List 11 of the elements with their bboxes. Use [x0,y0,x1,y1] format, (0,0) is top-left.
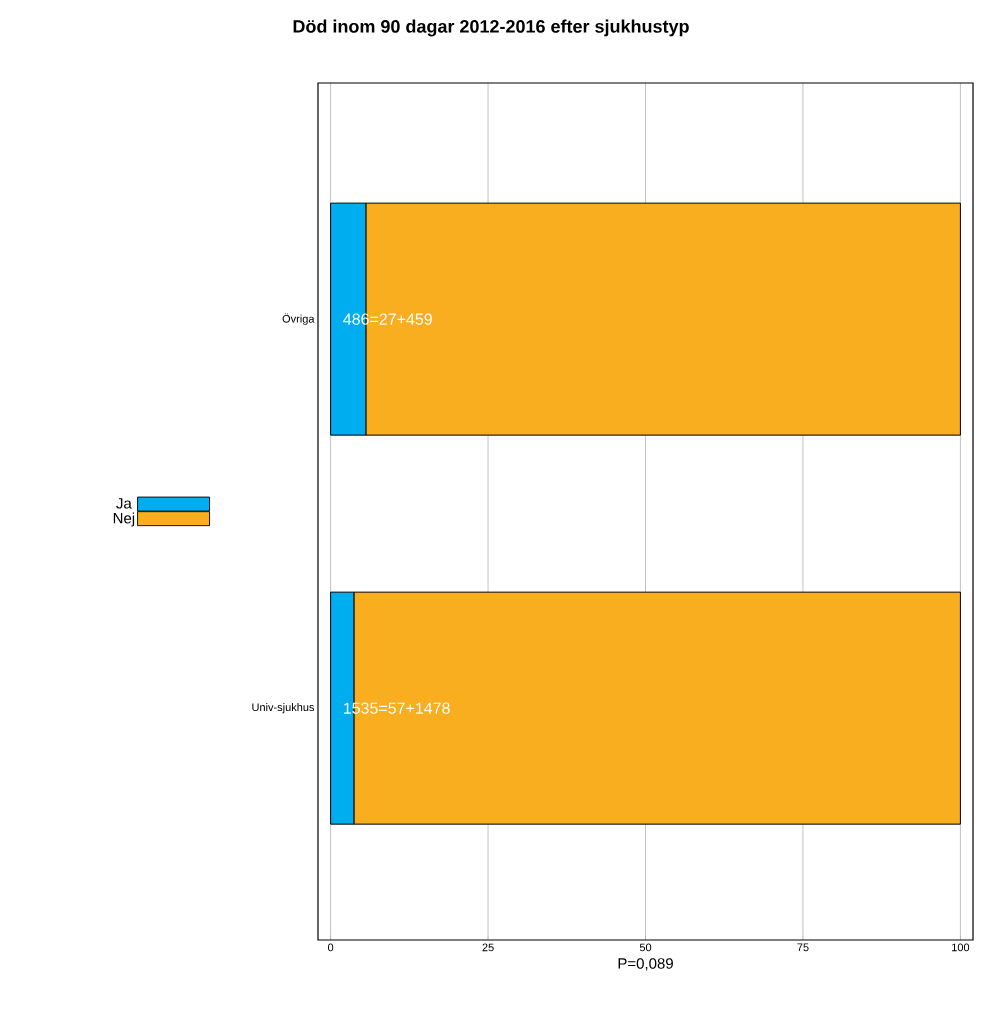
legend-label: Nej [113,512,135,527]
x-tick-label: 50 [639,943,652,952]
x-tick-label: 75 [797,943,809,952]
chart-title: Död inom 90 dagar 2012-2016 efter sjukhustyp [293,19,689,37]
x-tick-label: 100 [952,943,970,952]
x-axis-title: P=0,089 [618,958,673,971]
y-tick-label: Univ-sjukhus [252,703,315,714]
y-tick-label: Övriga [282,313,315,325]
x-tick-label: 0 [327,943,334,952]
x-tick-label: 25 [482,943,494,952]
legend-label: Ja [116,498,132,509]
